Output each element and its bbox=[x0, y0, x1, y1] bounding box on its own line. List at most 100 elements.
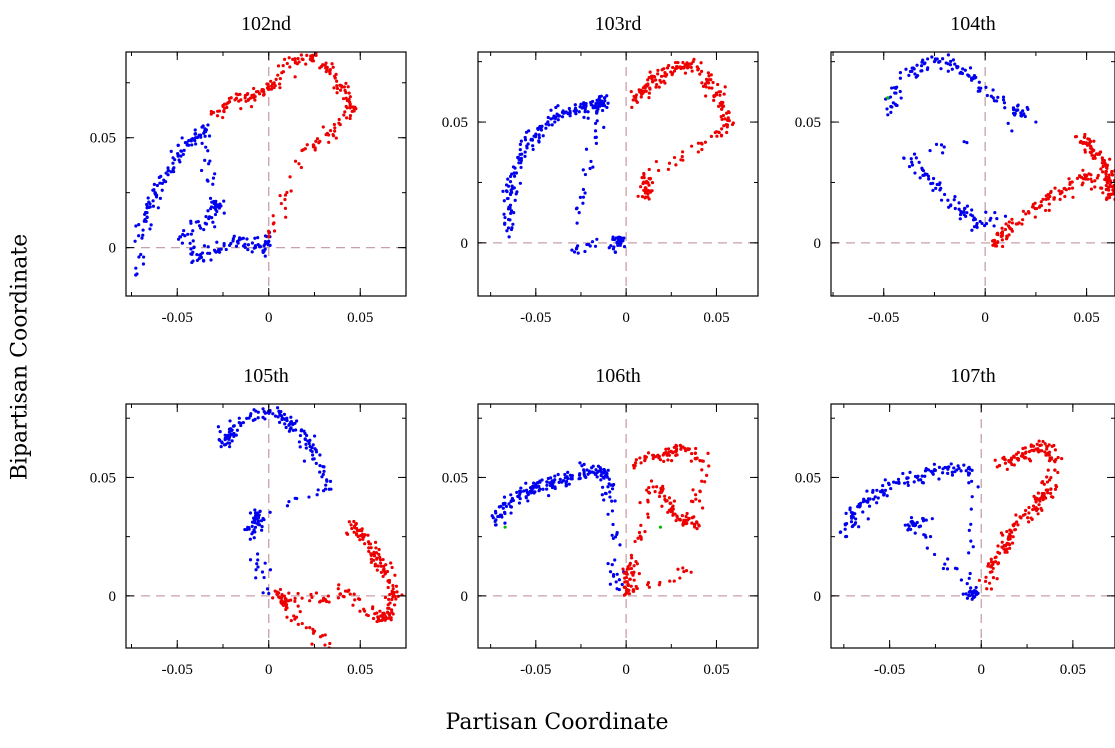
data-point bbox=[389, 608, 394, 612]
data-point bbox=[924, 535, 928, 539]
data-point bbox=[549, 476, 553, 480]
data-point bbox=[634, 95, 638, 100]
data-point bbox=[588, 166, 592, 171]
y-tick-label: 0 bbox=[461, 236, 469, 252]
data-point bbox=[1020, 222, 1024, 226]
data-point bbox=[1024, 212, 1028, 216]
data-point bbox=[1037, 439, 1041, 443]
data-point bbox=[719, 107, 724, 111]
data-point bbox=[553, 478, 557, 482]
data-point bbox=[939, 143, 944, 147]
data-point bbox=[857, 505, 862, 509]
data-point bbox=[715, 134, 719, 138]
data-point bbox=[251, 418, 255, 422]
data-point bbox=[338, 88, 343, 92]
data-point bbox=[567, 106, 571, 111]
data-point bbox=[939, 186, 943, 190]
data-point bbox=[154, 195, 159, 199]
data-point bbox=[1092, 139, 1096, 143]
data-point bbox=[967, 576, 971, 580]
data-point bbox=[1093, 185, 1097, 189]
data-point bbox=[1013, 528, 1017, 532]
data-point bbox=[500, 515, 504, 519]
data-point bbox=[1016, 103, 1020, 107]
data-point bbox=[291, 422, 295, 427]
data-point bbox=[964, 592, 968, 596]
data-point bbox=[266, 240, 270, 244]
data-point bbox=[256, 89, 260, 94]
data-point bbox=[199, 255, 204, 259]
data-point bbox=[253, 245, 258, 249]
data-point bbox=[283, 193, 288, 197]
data-point bbox=[341, 594, 345, 598]
data-point bbox=[216, 425, 220, 429]
data-point bbox=[394, 584, 399, 588]
data-point bbox=[1090, 180, 1094, 184]
data-point bbox=[501, 506, 505, 510]
data-point bbox=[176, 152, 180, 157]
data-point bbox=[171, 167, 175, 171]
data-point bbox=[913, 171, 917, 175]
data-point bbox=[180, 136, 184, 140]
data-point bbox=[953, 206, 957, 211]
data-point bbox=[268, 243, 272, 247]
data-point bbox=[266, 87, 270, 91]
data-point bbox=[315, 493, 319, 497]
data-point bbox=[613, 499, 617, 503]
data-point bbox=[300, 57, 304, 61]
x-tick-label: 0.05 bbox=[347, 662, 373, 678]
data-point bbox=[1105, 163, 1110, 167]
data-point bbox=[305, 143, 309, 147]
data-point bbox=[862, 497, 866, 501]
data-point bbox=[203, 134, 207, 138]
data-point bbox=[585, 468, 589, 472]
x-tick-label: -0.05 bbox=[162, 662, 193, 678]
data-point bbox=[246, 525, 250, 529]
data-point bbox=[640, 92, 644, 96]
data-point bbox=[615, 531, 619, 535]
data-point bbox=[300, 148, 304, 153]
data-point bbox=[894, 481, 898, 485]
data-point bbox=[207, 215, 212, 219]
data-point bbox=[229, 427, 233, 431]
scatter-points bbox=[133, 52, 358, 277]
data-point bbox=[963, 206, 967, 211]
data-point bbox=[185, 143, 190, 147]
data-point bbox=[369, 546, 373, 550]
data-point bbox=[180, 241, 184, 245]
data-point bbox=[320, 475, 324, 479]
data-point bbox=[194, 142, 198, 146]
data-point bbox=[1038, 443, 1042, 448]
data-point bbox=[210, 200, 214, 204]
data-point bbox=[639, 523, 643, 527]
data-point bbox=[381, 574, 385, 579]
data-point bbox=[593, 121, 598, 126]
data-point bbox=[730, 122, 735, 127]
data-point bbox=[1100, 186, 1104, 190]
data-point bbox=[296, 591, 300, 596]
data-point bbox=[253, 236, 257, 240]
data-point bbox=[1022, 112, 1026, 116]
data-point bbox=[959, 469, 963, 473]
data-point bbox=[600, 470, 604, 475]
data-point bbox=[963, 68, 967, 72]
data-point bbox=[237, 416, 241, 420]
data-point bbox=[703, 82, 707, 86]
data-point bbox=[238, 421, 243, 425]
data-point bbox=[211, 182, 215, 186]
data-point bbox=[611, 522, 615, 527]
data-point bbox=[672, 499, 677, 503]
data-point bbox=[582, 101, 586, 105]
data-point bbox=[656, 68, 660, 72]
data-point bbox=[586, 116, 590, 120]
data-point bbox=[1008, 226, 1012, 231]
data-point bbox=[381, 568, 386, 572]
data-point bbox=[706, 451, 710, 456]
data-point bbox=[212, 200, 216, 204]
data-point bbox=[393, 573, 397, 577]
data-point bbox=[563, 476, 567, 480]
data-point bbox=[523, 150, 527, 154]
data-point bbox=[1001, 95, 1006, 99]
data-point bbox=[621, 567, 625, 571]
